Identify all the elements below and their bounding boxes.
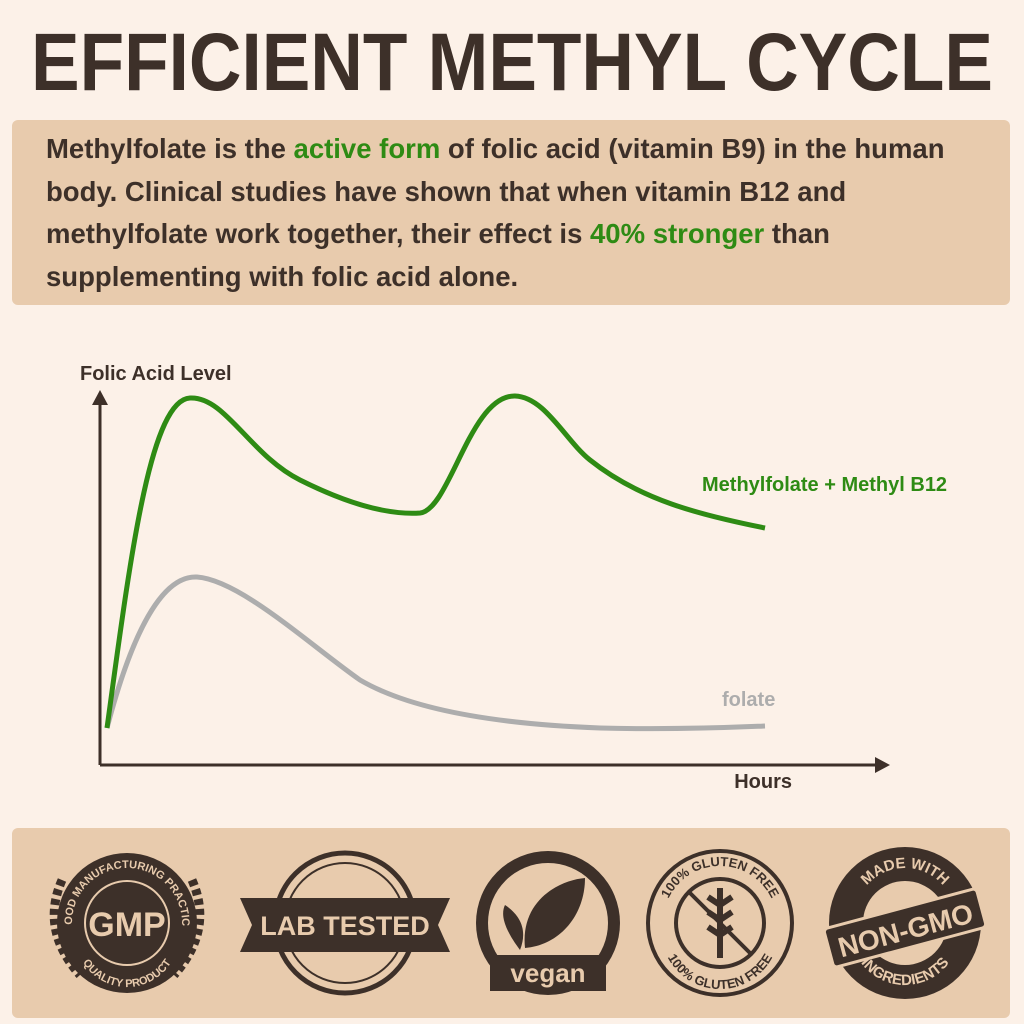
- y-axis-label: Folic Acid Level: [80, 363, 232, 385]
- folate-curve: [104, 574, 766, 732]
- x-arrow: [875, 757, 890, 773]
- badge-text: LAB TESTED: [260, 911, 430, 941]
- highlight-text: 40% stronger: [590, 218, 765, 249]
- description-text: Methylfolate is the: [46, 133, 294, 164]
- description-text: than supplementing with folic acid alone…: [46, 218, 830, 292]
- badge-text: GMP: [88, 906, 165, 944]
- non-gmo-badge: MADE WITH NON-GMO INGREDIENTS: [822, 847, 988, 999]
- curve-label: Methylfolate + Methyl B12: [702, 474, 947, 496]
- description-box: [12, 120, 1010, 305]
- vegan-badge: vegan: [476, 851, 620, 995]
- y-arrow: [92, 390, 108, 405]
- badge-text: vegan: [510, 958, 585, 988]
- curve-label: folate: [722, 689, 775, 711]
- description: Methylfolate is the active form of folic…: [46, 128, 1001, 298]
- methylfolate-curve: [104, 393, 766, 729]
- x-axis-label: Hours: [734, 771, 792, 793]
- lab-badge: LAB TESTED: [240, 850, 450, 996]
- title: EFFICIENT METHYL CYCLE: [31, 17, 993, 108]
- highlight-text: active form: [293, 133, 441, 164]
- description-text: of folic acid (vitamin B9) in the human …: [46, 133, 945, 249]
